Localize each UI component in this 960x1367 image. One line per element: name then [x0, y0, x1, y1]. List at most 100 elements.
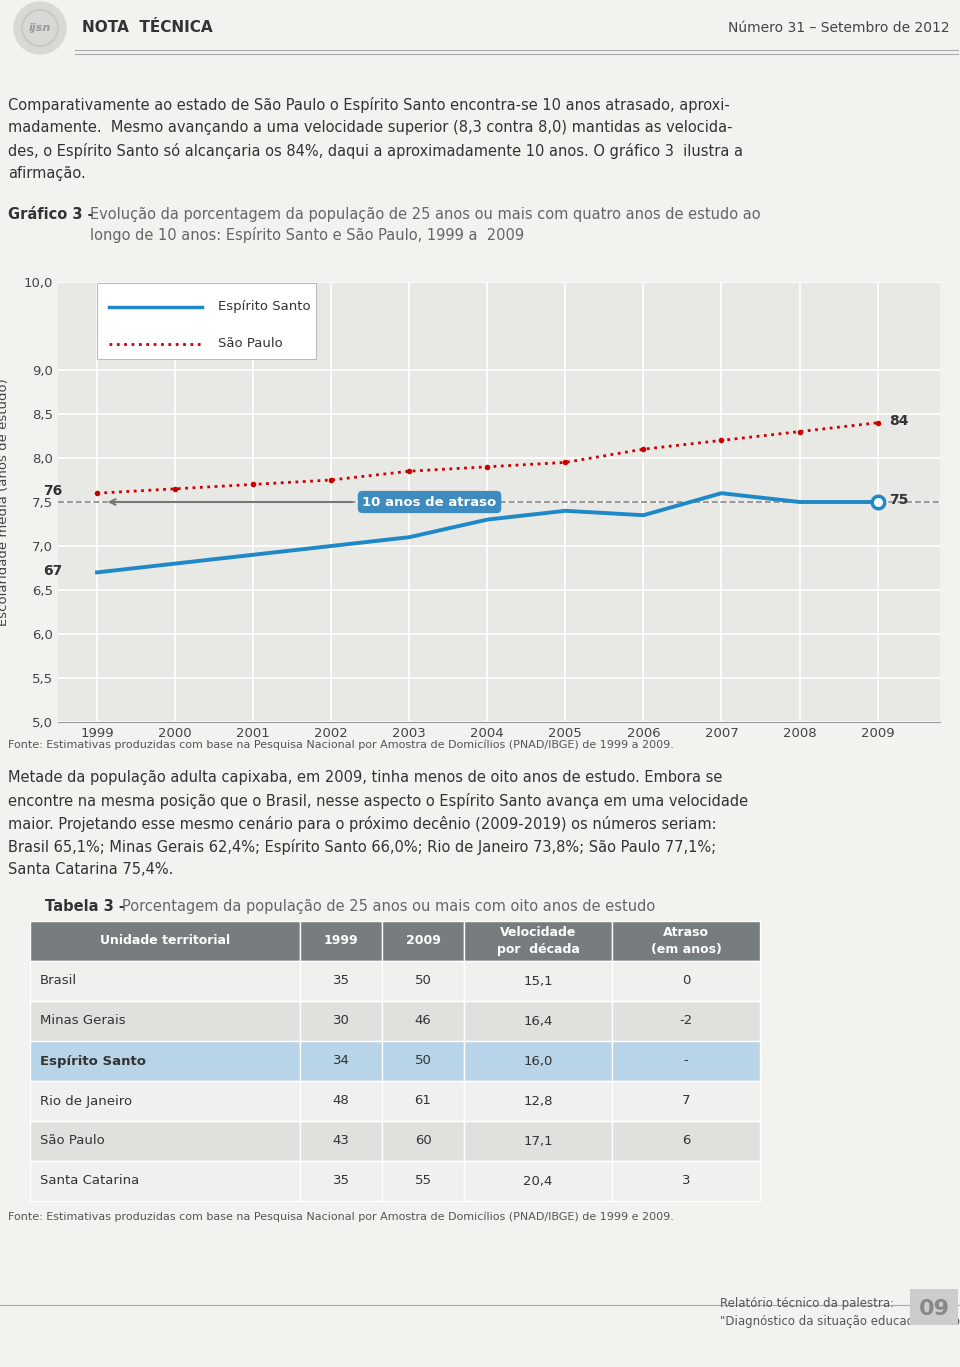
Bar — [30, 1001, 300, 1042]
Text: -2: -2 — [680, 1014, 692, 1028]
Text: Fonte: Estimativas produzidas com base na Pesquisa Nacional por Amostra de Domic: Fonte: Estimativas produzidas com base n… — [8, 1211, 674, 1222]
Text: Santa Catarina 75,4%.: Santa Catarina 75,4%. — [8, 863, 174, 878]
Text: Minas Gerais: Minas Gerais — [40, 1014, 126, 1028]
Text: encontre na mesma posição que o Brasil, nesse aspecto o Espírito Santo avança em: encontre na mesma posição que o Brasil, … — [8, 793, 748, 809]
Bar — [612, 1042, 760, 1081]
Text: Tabela 3 -: Tabela 3 - — [45, 899, 130, 915]
Bar — [612, 1081, 760, 1121]
Text: 35: 35 — [332, 975, 349, 987]
Bar — [464, 1042, 612, 1081]
Bar — [30, 1161, 300, 1202]
Text: Atraso
(em anos): Atraso (em anos) — [651, 927, 721, 956]
Text: afirmação.: afirmação. — [8, 165, 85, 180]
Text: 7: 7 — [682, 1095, 690, 1107]
Text: Santa Catarina: Santa Catarina — [40, 1174, 139, 1188]
Text: 10 anos de atraso: 10 anos de atraso — [363, 495, 496, 509]
Text: 61: 61 — [415, 1095, 431, 1107]
Y-axis label: Escolaridade média (anos de estudo): Escolaridade média (anos de estudo) — [0, 379, 10, 626]
Bar — [300, 1001, 382, 1042]
Bar — [300, 1081, 382, 1121]
Bar — [464, 961, 612, 1001]
Text: Rio de Janeiro: Rio de Janeiro — [40, 1095, 132, 1107]
Text: 1999: 1999 — [324, 935, 358, 947]
Text: Relatório técnico da palestra:
"Diagnóstico da situação educacional no Espírito : Relatório técnico da palestra: "Diagnóst… — [720, 1297, 960, 1329]
Text: Gráfico 3 -: Gráfico 3 - — [8, 206, 99, 221]
Text: -: - — [684, 1054, 688, 1068]
Text: 34: 34 — [332, 1054, 349, 1068]
Text: 46: 46 — [415, 1014, 431, 1028]
Bar — [382, 1081, 464, 1121]
Text: São Paulo: São Paulo — [40, 1135, 105, 1147]
Text: 15,1: 15,1 — [523, 975, 553, 987]
Text: Unidade territorial: Unidade territorial — [100, 935, 230, 947]
Text: Fonte: Estimativas produzidas com base na Pesquisa Nacional por Amostra de Domic: Fonte: Estimativas produzidas com base n… — [8, 740, 674, 750]
FancyBboxPatch shape — [97, 283, 316, 360]
Bar — [464, 921, 612, 961]
Bar — [30, 921, 300, 961]
Text: 09: 09 — [919, 1299, 949, 1319]
Text: 0: 0 — [682, 975, 690, 987]
Bar — [612, 1121, 760, 1161]
Bar — [300, 1042, 382, 1081]
Text: Comparativamente ao estado de São Paulo o Espírito Santo encontra-se 10 anos atr: Comparativamente ao estado de São Paulo … — [8, 97, 730, 113]
Text: Evolução da porcentagem da população de 25 anos ou mais com quatro anos de estud: Evolução da porcentagem da população de … — [90, 206, 760, 221]
Bar — [30, 1081, 300, 1121]
Bar — [382, 921, 464, 961]
Text: 76: 76 — [42, 484, 61, 499]
Bar — [612, 961, 760, 1001]
Bar — [382, 1001, 464, 1042]
Text: Porcentagem da população de 25 anos ou mais com oito anos de estudo: Porcentagem da população de 25 anos ou m… — [122, 899, 656, 915]
Bar — [612, 1001, 760, 1042]
Text: 35: 35 — [332, 1174, 349, 1188]
Bar — [382, 961, 464, 1001]
Text: Número 31 – Setembro de 2012: Número 31 – Setembro de 2012 — [729, 21, 950, 36]
Bar — [30, 961, 300, 1001]
Text: Espírito Santo: Espírito Santo — [40, 1054, 146, 1068]
Text: 50: 50 — [415, 1054, 431, 1068]
Text: 50: 50 — [415, 975, 431, 987]
Text: 48: 48 — [332, 1095, 349, 1107]
Text: São Paulo: São Paulo — [218, 338, 283, 350]
Text: 12,8: 12,8 — [523, 1095, 553, 1107]
Text: 20,4: 20,4 — [523, 1174, 553, 1188]
Text: Brasil: Brasil — [40, 975, 77, 987]
Bar — [612, 1161, 760, 1202]
Bar — [464, 1081, 612, 1121]
Text: 43: 43 — [332, 1135, 349, 1147]
Bar — [300, 921, 382, 961]
Text: 75: 75 — [889, 493, 909, 507]
Bar — [30, 1121, 300, 1161]
Text: 55: 55 — [415, 1174, 431, 1188]
Text: 30: 30 — [332, 1014, 349, 1028]
Text: 84: 84 — [889, 414, 909, 428]
Text: Espírito Santo: Espírito Santo — [218, 301, 311, 313]
Bar — [612, 921, 760, 961]
Bar — [382, 1121, 464, 1161]
Text: 6: 6 — [682, 1135, 690, 1147]
Bar — [464, 1121, 612, 1161]
Text: longo de 10 anos: Espírito Santo e São Paulo, 1999 a  2009: longo de 10 anos: Espírito Santo e São P… — [90, 227, 524, 243]
Bar — [464, 1001, 612, 1042]
Bar — [382, 1042, 464, 1081]
Text: Brasil 65,1%; Minas Gerais 62,4%; Espírito Santo 66,0%; Rio de Janeiro 73,8%; Sã: Brasil 65,1%; Minas Gerais 62,4%; Espíri… — [8, 839, 716, 854]
Bar — [464, 1161, 612, 1202]
Text: maior. Projetando esse mesmo cenário para o próximo decênio (2009-2019) os númer: maior. Projetando esse mesmo cenário par… — [8, 816, 716, 833]
Bar — [30, 1042, 300, 1081]
Text: Metade da população adulta capixaba, em 2009, tinha menos de oito anos de estudo: Metade da população adulta capixaba, em … — [8, 770, 722, 785]
Text: 60: 60 — [415, 1135, 431, 1147]
Bar — [300, 961, 382, 1001]
Bar — [910, 1289, 958, 1325]
Text: madamente.  Mesmo avançando a uma velocidade superior (8,3 contra 8,0) mantidas : madamente. Mesmo avançando a uma velocid… — [8, 120, 732, 135]
Text: 16,4: 16,4 — [523, 1014, 553, 1028]
Text: ijsn: ijsn — [29, 23, 51, 33]
Text: Velocidade
por  década: Velocidade por década — [496, 927, 580, 956]
Text: 17,1: 17,1 — [523, 1135, 553, 1147]
Text: 2009: 2009 — [405, 935, 441, 947]
Circle shape — [14, 1, 66, 55]
Bar — [300, 1121, 382, 1161]
Bar — [382, 1161, 464, 1202]
Text: des, o Espírito Santo só alcançaria os 84%, daqui a aproximadamente 10 anos. O g: des, o Espírito Santo só alcançaria os 8… — [8, 144, 743, 159]
Bar — [300, 1161, 382, 1202]
Text: 16,0: 16,0 — [523, 1054, 553, 1068]
Text: 3: 3 — [682, 1174, 690, 1188]
